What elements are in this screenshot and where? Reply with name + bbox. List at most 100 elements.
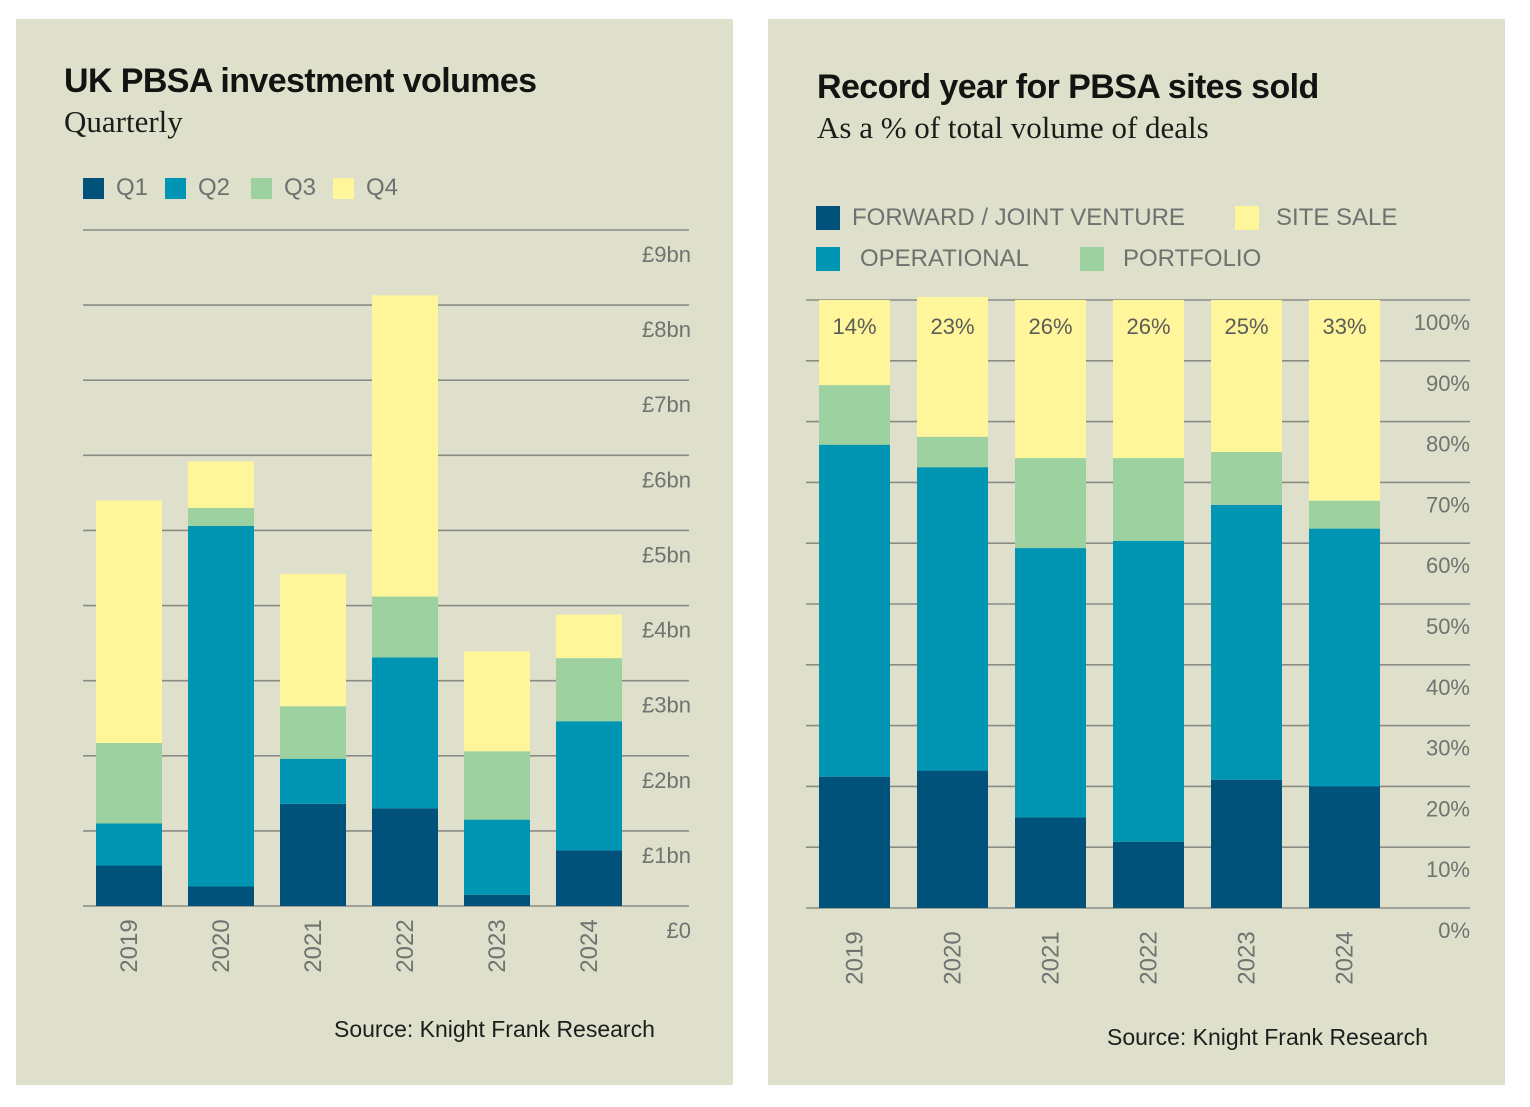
right-bar-2022-site-sale (1113, 300, 1184, 459)
right-ytick-label: 20% (1426, 796, 1470, 821)
right-ytick-label: 10% (1426, 857, 1470, 882)
right-ytick-label: 80% (1426, 432, 1470, 457)
left-bar-2024-q3 (556, 658, 622, 722)
legend-label-q1: Q1 (116, 174, 149, 201)
left-bar-2019-q1 (96, 865, 162, 906)
right-bar-2023-portfolio (1211, 452, 1282, 505)
left-bar-2024-q1 (556, 850, 622, 906)
legend-swatch-q2 (165, 177, 186, 199)
legend-item-site-sale: SITE SALE (1235, 204, 1397, 232)
right-bar-2023-forward-joint-venture (1211, 779, 1282, 908)
right-bar-2021-forward-joint-venture (1015, 817, 1086, 908)
right-xtick-label: 2020 (940, 931, 967, 984)
left-bar-2020-q4 (188, 461, 254, 508)
left-xtick-label: 2022 (392, 919, 419, 972)
legend-label-site-sale: SITE SALE (1276, 204, 1398, 231)
right-xtick-label: 2021 (1038, 931, 1065, 984)
right-bar-2022-forward-joint-venture (1113, 841, 1184, 908)
right-ytick-label: 60% (1426, 553, 1470, 578)
right-bar-2021-operational (1015, 548, 1086, 818)
legend-item-q3: Q3 (251, 174, 316, 202)
right-bar-2020-forward-joint-venture (917, 770, 988, 908)
right-xtick-label: 2019 (842, 931, 869, 984)
left-chart-subtitle: Quarterly (64, 104, 183, 139)
right-bar-2024-operational (1309, 528, 1380, 787)
legend-item-operational: OPERATIONAL (816, 245, 1029, 273)
right-xtick-label: 2024 (1332, 931, 1359, 984)
left-bar-2023-q1 (464, 894, 530, 906)
left-bar-2022-q1 (372, 808, 438, 906)
left-bar-2020-q1 (188, 886, 254, 906)
left-bar-2024-q4 (556, 614, 622, 659)
left-bar-2020-q3 (188, 507, 254, 526)
left-bar-2022-q4 (372, 295, 438, 597)
legend-label-q4: Q4 (366, 174, 399, 201)
legend-item-portfolio: PORTFOLIO (1080, 245, 1261, 273)
left-ytick-label: £7bn (642, 392, 691, 417)
right-bar-2020-portfolio (917, 436, 988, 468)
legend-swatch-q4 (333, 177, 354, 199)
right-ytick-label: 100% (1414, 310, 1470, 335)
right-data-label: 26% (1028, 314, 1072, 339)
left-bar-2021-q1 (280, 803, 346, 906)
legend-label-portfolio: PORTFOLIO (1123, 245, 1262, 272)
left-ytick-label: £4bn (642, 618, 691, 643)
legend-label-forward-jv: FORWARD / JOINT VENTURE (852, 204, 1185, 231)
left-ytick-label: £2bn (642, 768, 691, 793)
right-bar-2019-operational (819, 444, 890, 777)
legend-swatch-q3 (251, 177, 272, 199)
left-xtick-label: 2020 (208, 919, 235, 972)
right-data-label: 23% (930, 314, 974, 339)
legend-swatch-portfolio (1080, 247, 1104, 271)
right-data-label: 14% (832, 314, 876, 339)
right-bar-2022-portfolio (1113, 458, 1184, 541)
left-ytick-label: £0 (667, 918, 691, 943)
left-chart-title: UK PBSA investment volumes (64, 62, 537, 100)
left-ytick-label: £8bn (642, 317, 691, 342)
left-ytick-label: £5bn (642, 542, 691, 567)
legend-label-operational: OPERATIONAL (860, 245, 1029, 272)
left-bar-2021-q4 (280, 574, 346, 707)
right-bar-2024-site-sale (1309, 300, 1380, 501)
right-bar-2019-portfolio (819, 385, 890, 445)
left-bar-2021-q3 (280, 706, 346, 759)
legend-swatch-forward-jv (816, 206, 840, 230)
left-bar-2022-q3 (372, 596, 438, 658)
right-bar-2024-forward-joint-venture (1309, 786, 1380, 908)
right-bar-2024-portfolio (1309, 500, 1380, 529)
right-ytick-label: 30% (1426, 736, 1470, 761)
left-bar-2024-q2 (556, 721, 622, 851)
left-xtick-label: 2019 (116, 919, 143, 972)
left-bar-2023-q3 (464, 751, 530, 820)
left-source-note: Source: Knight Frank Research (334, 1016, 655, 1042)
legend-swatch-site-sale (1235, 206, 1259, 230)
left-bar-2022-q2 (372, 657, 438, 809)
left-bar-2021-q2 (280, 758, 346, 804)
right-data-label: 33% (1322, 314, 1366, 339)
right-bar-2021-site-sale (1015, 300, 1086, 459)
left-xtick-label: 2024 (576, 919, 603, 972)
left-bar-2019-q2 (96, 823, 162, 866)
right-bar-2020-site-sale (917, 296, 988, 437)
right-ytick-label: 0% (1438, 918, 1470, 943)
right-ytick-label: 90% (1426, 371, 1470, 396)
left-xtick-label: 2023 (484, 919, 511, 972)
left-ytick-label: £6bn (642, 467, 691, 492)
legend-item-q1: Q1 (83, 174, 148, 202)
right-bar-2019-site-sale (819, 300, 890, 386)
right-bar-2023-operational (1211, 504, 1282, 780)
right-bar-2021-portfolio (1015, 458, 1086, 549)
right-chart-subtitle: As a % of total volume of deals (817, 110, 1209, 145)
right-ytick-label: 50% (1426, 614, 1470, 639)
legend-item-forward-jv: FORWARD / JOINT VENTURE (816, 204, 1185, 232)
left-bar-2019-q3 (96, 743, 162, 824)
left-bar-2023-q4 (464, 651, 530, 752)
left-xtick-label: 2021 (300, 919, 327, 972)
right-data-label: 25% (1224, 314, 1268, 339)
right-ytick-label: 70% (1426, 492, 1470, 517)
right-data-label: 26% (1126, 314, 1170, 339)
right-source-note: Source: Knight Frank Research (1107, 1024, 1428, 1050)
left-bar-2020-q2 (188, 525, 254, 887)
legend-item-q2: Q2 (165, 174, 230, 202)
